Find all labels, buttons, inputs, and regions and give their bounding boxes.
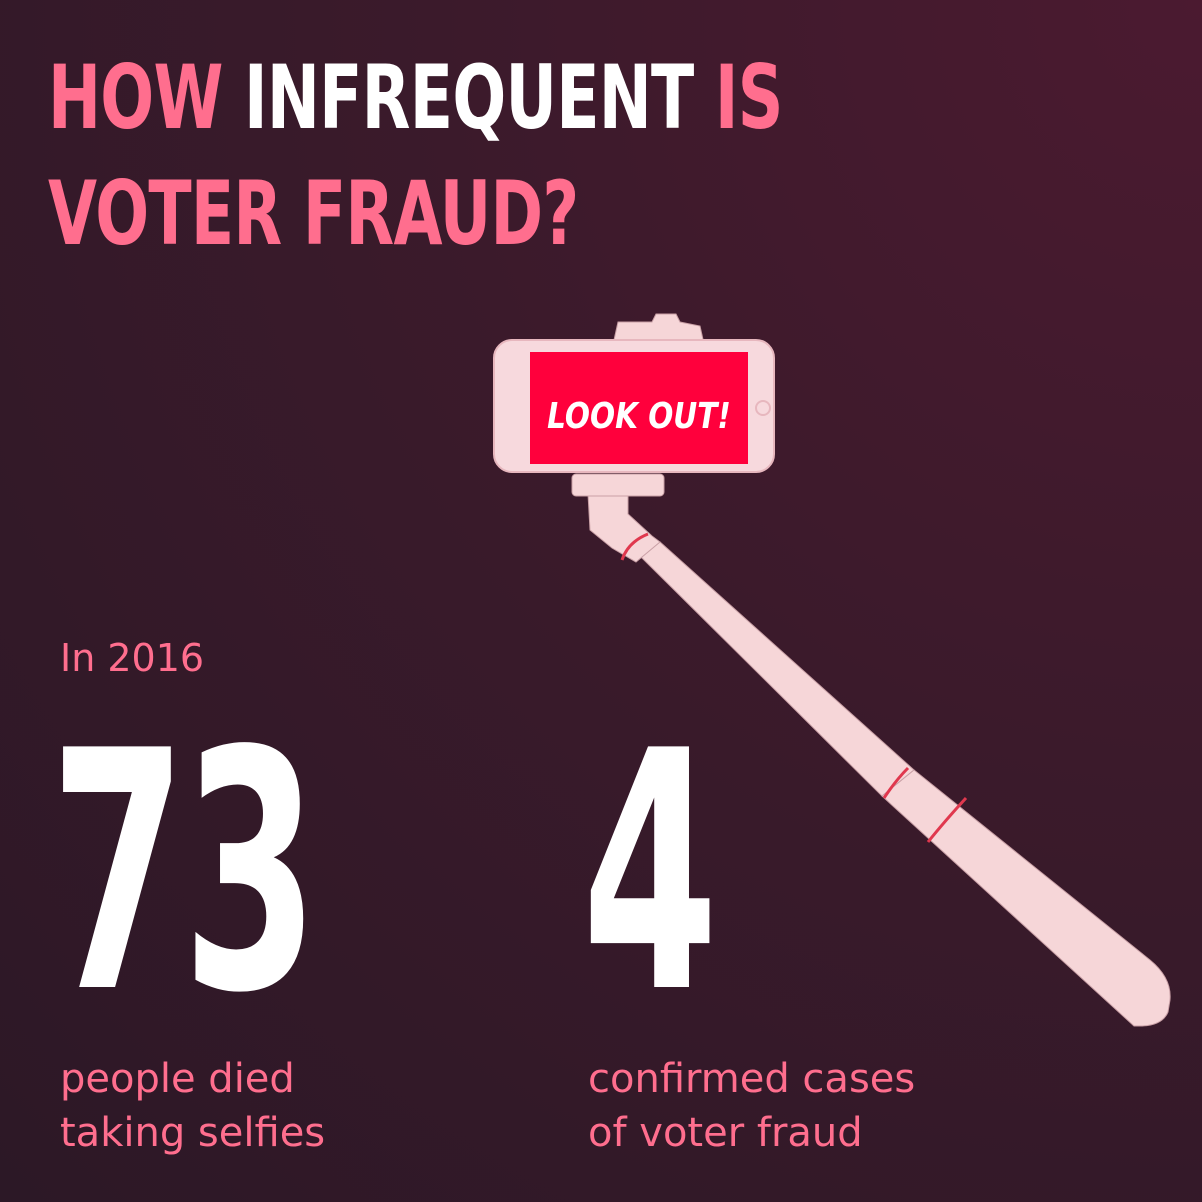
stat-caption-voter-fraud: confirmed cases of voter fraud bbox=[588, 1052, 915, 1160]
phone-home-button bbox=[755, 400, 771, 416]
handle-ring-2 bbox=[926, 796, 968, 843]
phone-screen bbox=[530, 352, 748, 464]
selfie-stick-handle bbox=[881, 769, 1171, 1027]
title-word-is: IS bbox=[714, 46, 783, 149]
title-word-how: HOW bbox=[48, 46, 223, 149]
page-title: HOW INFREQUENT IS VOTER FRAUD? bbox=[48, 40, 783, 272]
phone-clamp-bottom bbox=[571, 473, 665, 497]
title-line-voter-fraud: VOTER FRAUD? bbox=[48, 162, 579, 265]
handle-ring-1 bbox=[882, 766, 910, 799]
selfie-stick-joint bbox=[587, 493, 661, 563]
caption-line: confirmed cases bbox=[588, 1056, 916, 1102]
phone-screen-text: LOOK OUT! bbox=[547, 394, 731, 437]
phone-clamp-top bbox=[613, 313, 705, 345]
caption-line: taking selfies bbox=[60, 1110, 326, 1156]
intro-year: In 2016 bbox=[60, 636, 205, 680]
joint-ring bbox=[620, 532, 649, 561]
stat-value-voter-fraud: 4 bbox=[582, 681, 718, 1065]
stat-value-selfie-deaths: 73 bbox=[50, 681, 319, 1065]
caption-line: people died bbox=[60, 1056, 295, 1102]
stat-caption-selfie-deaths: people died taking selfies bbox=[60, 1052, 325, 1160]
caption-line: of voter fraud bbox=[588, 1110, 863, 1156]
title-word-infrequent: INFREQUENT bbox=[243, 46, 694, 149]
